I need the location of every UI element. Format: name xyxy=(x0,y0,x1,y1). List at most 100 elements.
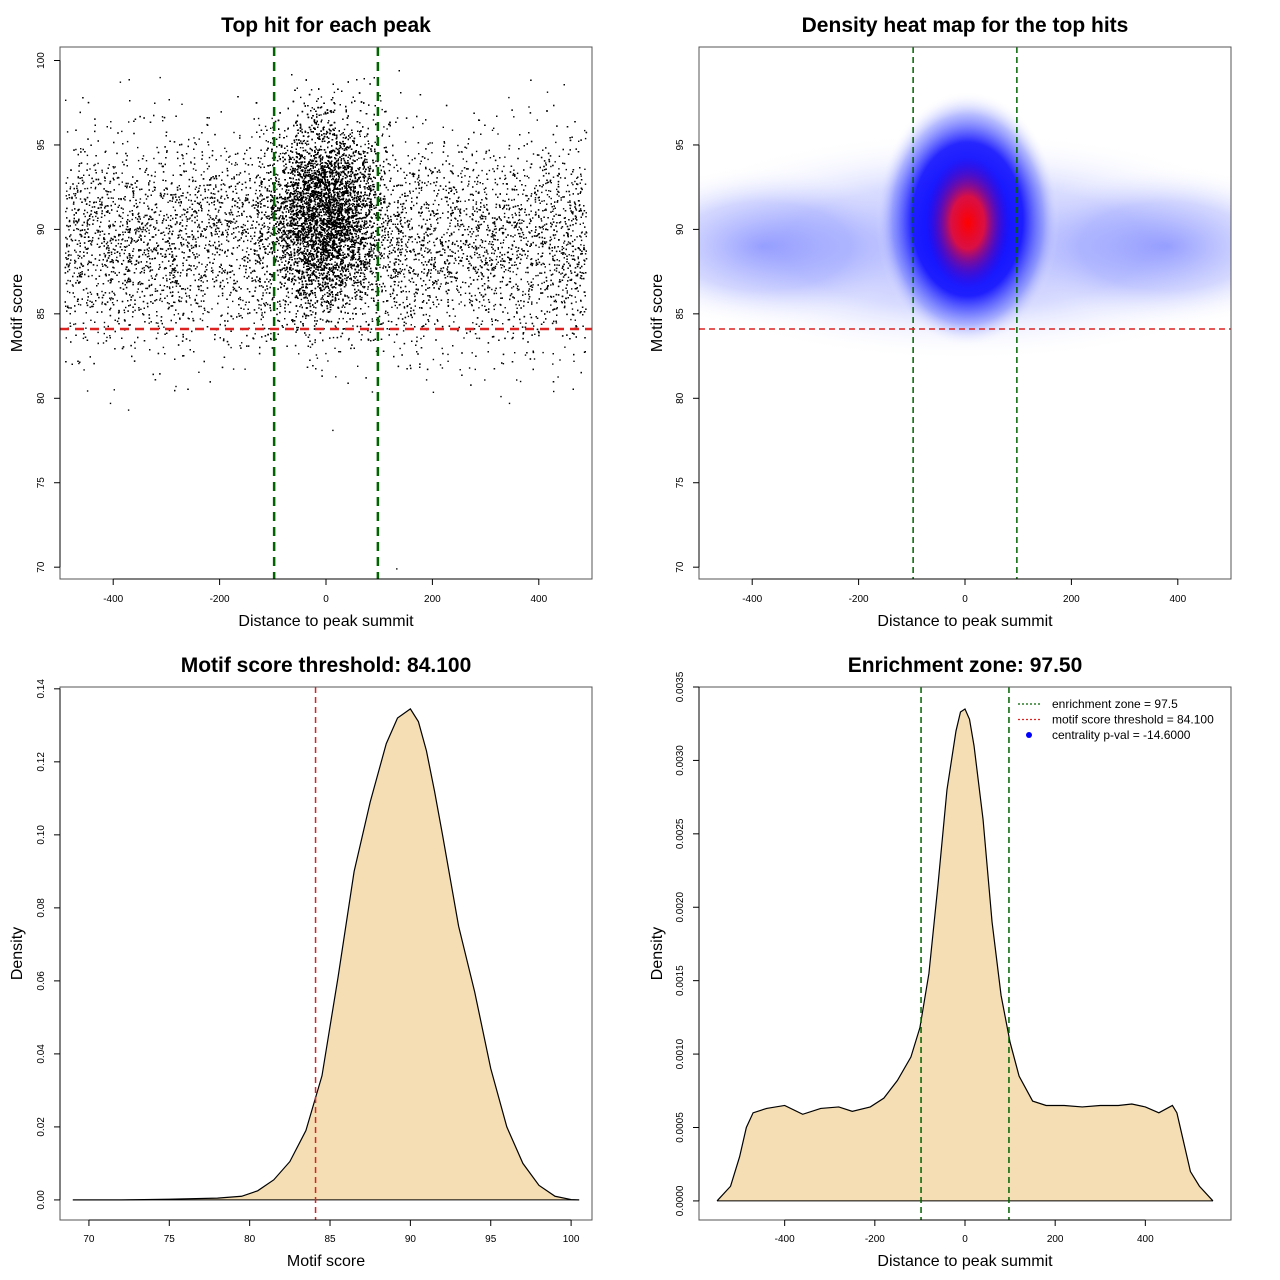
scatter-point xyxy=(68,254,70,256)
scatter-point xyxy=(404,235,407,237)
scatter-point xyxy=(571,308,574,310)
scatter-point xyxy=(475,150,478,153)
scatter-point xyxy=(276,240,278,243)
scatter-point xyxy=(247,239,249,242)
scatter-point xyxy=(244,229,246,231)
scatter-point xyxy=(308,217,310,219)
scatter-point xyxy=(428,168,431,171)
scatter-point xyxy=(350,259,352,261)
scatter-point xyxy=(256,196,259,199)
scatter-point xyxy=(513,264,516,266)
scatter-point xyxy=(267,226,269,228)
scatter-point xyxy=(547,296,549,298)
scatter-point xyxy=(129,304,131,306)
scatter-point xyxy=(579,182,581,184)
scatter-point xyxy=(108,212,111,214)
scatter-point xyxy=(116,299,118,302)
scatter-point xyxy=(128,230,131,232)
scatter-point xyxy=(393,284,396,286)
scatter-point xyxy=(88,260,90,262)
scatter-point xyxy=(516,307,518,309)
scatter-point xyxy=(368,201,371,203)
scatter-point xyxy=(383,253,385,255)
scatter-point xyxy=(430,252,432,254)
scatter-point xyxy=(526,257,528,259)
scatter-point xyxy=(383,171,386,174)
scatter-point xyxy=(552,282,554,284)
scatter-point xyxy=(258,254,260,256)
scatter-point xyxy=(136,230,138,232)
scatter-point xyxy=(405,181,407,184)
scatter-point xyxy=(318,180,320,182)
scatter-point xyxy=(450,215,452,217)
scatter-point xyxy=(429,228,431,230)
scatter-point xyxy=(526,175,528,177)
scatter-point xyxy=(577,290,579,292)
scatter-point xyxy=(202,281,204,283)
scatter-point xyxy=(67,279,69,282)
scatter-point xyxy=(374,276,376,278)
scatter-point xyxy=(257,206,259,208)
scatter-point xyxy=(435,306,438,308)
scatter-point xyxy=(134,229,136,231)
scatter-point xyxy=(96,220,99,222)
scatter-point xyxy=(469,276,471,279)
scatter-point xyxy=(365,233,367,236)
scatter-point xyxy=(125,306,127,309)
scatter-point xyxy=(145,160,148,162)
scatter-point xyxy=(185,301,188,303)
scatter-point xyxy=(120,198,122,200)
scatter-point xyxy=(87,292,89,294)
scatter-point xyxy=(182,269,184,271)
scatter-point xyxy=(400,313,402,315)
scatter-point xyxy=(258,124,261,126)
scatter-point xyxy=(481,241,484,244)
scatter-point xyxy=(189,339,191,342)
scatter-point xyxy=(259,176,261,179)
scatter-point xyxy=(414,305,416,307)
scatter-point xyxy=(401,269,404,271)
scatter-point xyxy=(66,290,69,293)
scatter-point xyxy=(530,284,533,287)
scatter-point xyxy=(447,360,449,362)
scatter-point xyxy=(198,225,200,227)
scatter-point xyxy=(533,358,536,360)
scatter-point xyxy=(311,172,313,175)
scatter-point xyxy=(233,237,235,239)
scatter-point xyxy=(289,168,292,171)
scatter-point xyxy=(414,181,416,183)
scatter-point xyxy=(483,215,485,218)
scatter-point xyxy=(224,147,226,149)
scatter-point xyxy=(161,289,163,292)
scatter-point xyxy=(203,184,205,187)
scatter-point xyxy=(561,272,564,274)
scatter-point xyxy=(238,181,241,183)
scatter-point xyxy=(408,279,410,281)
scatter-point xyxy=(222,232,224,234)
scatter-point xyxy=(172,230,174,232)
scatter-point xyxy=(480,223,483,226)
scatter-point xyxy=(86,220,89,222)
scatter-point xyxy=(405,245,407,247)
scatter-point xyxy=(298,353,300,355)
scatter-point xyxy=(218,245,220,247)
scatter-point xyxy=(131,263,133,265)
scatter-point xyxy=(212,193,214,195)
scatter-point xyxy=(478,275,480,277)
scatter-point xyxy=(217,295,220,297)
scatter-point xyxy=(227,306,229,308)
scatter-point xyxy=(319,159,322,161)
scatter-point xyxy=(580,236,582,238)
scatter-point xyxy=(275,173,277,175)
scatter-point xyxy=(239,134,241,137)
scatter-point xyxy=(148,255,150,257)
scatter-point xyxy=(446,232,448,234)
scatter-point xyxy=(468,180,470,183)
scatter-point xyxy=(207,251,209,253)
scatter-point xyxy=(474,251,476,254)
scatter-point xyxy=(353,239,356,241)
scatter-point xyxy=(139,198,142,200)
scatter-point xyxy=(131,316,134,318)
scatter-point xyxy=(226,255,228,257)
scatter-point xyxy=(495,206,497,209)
